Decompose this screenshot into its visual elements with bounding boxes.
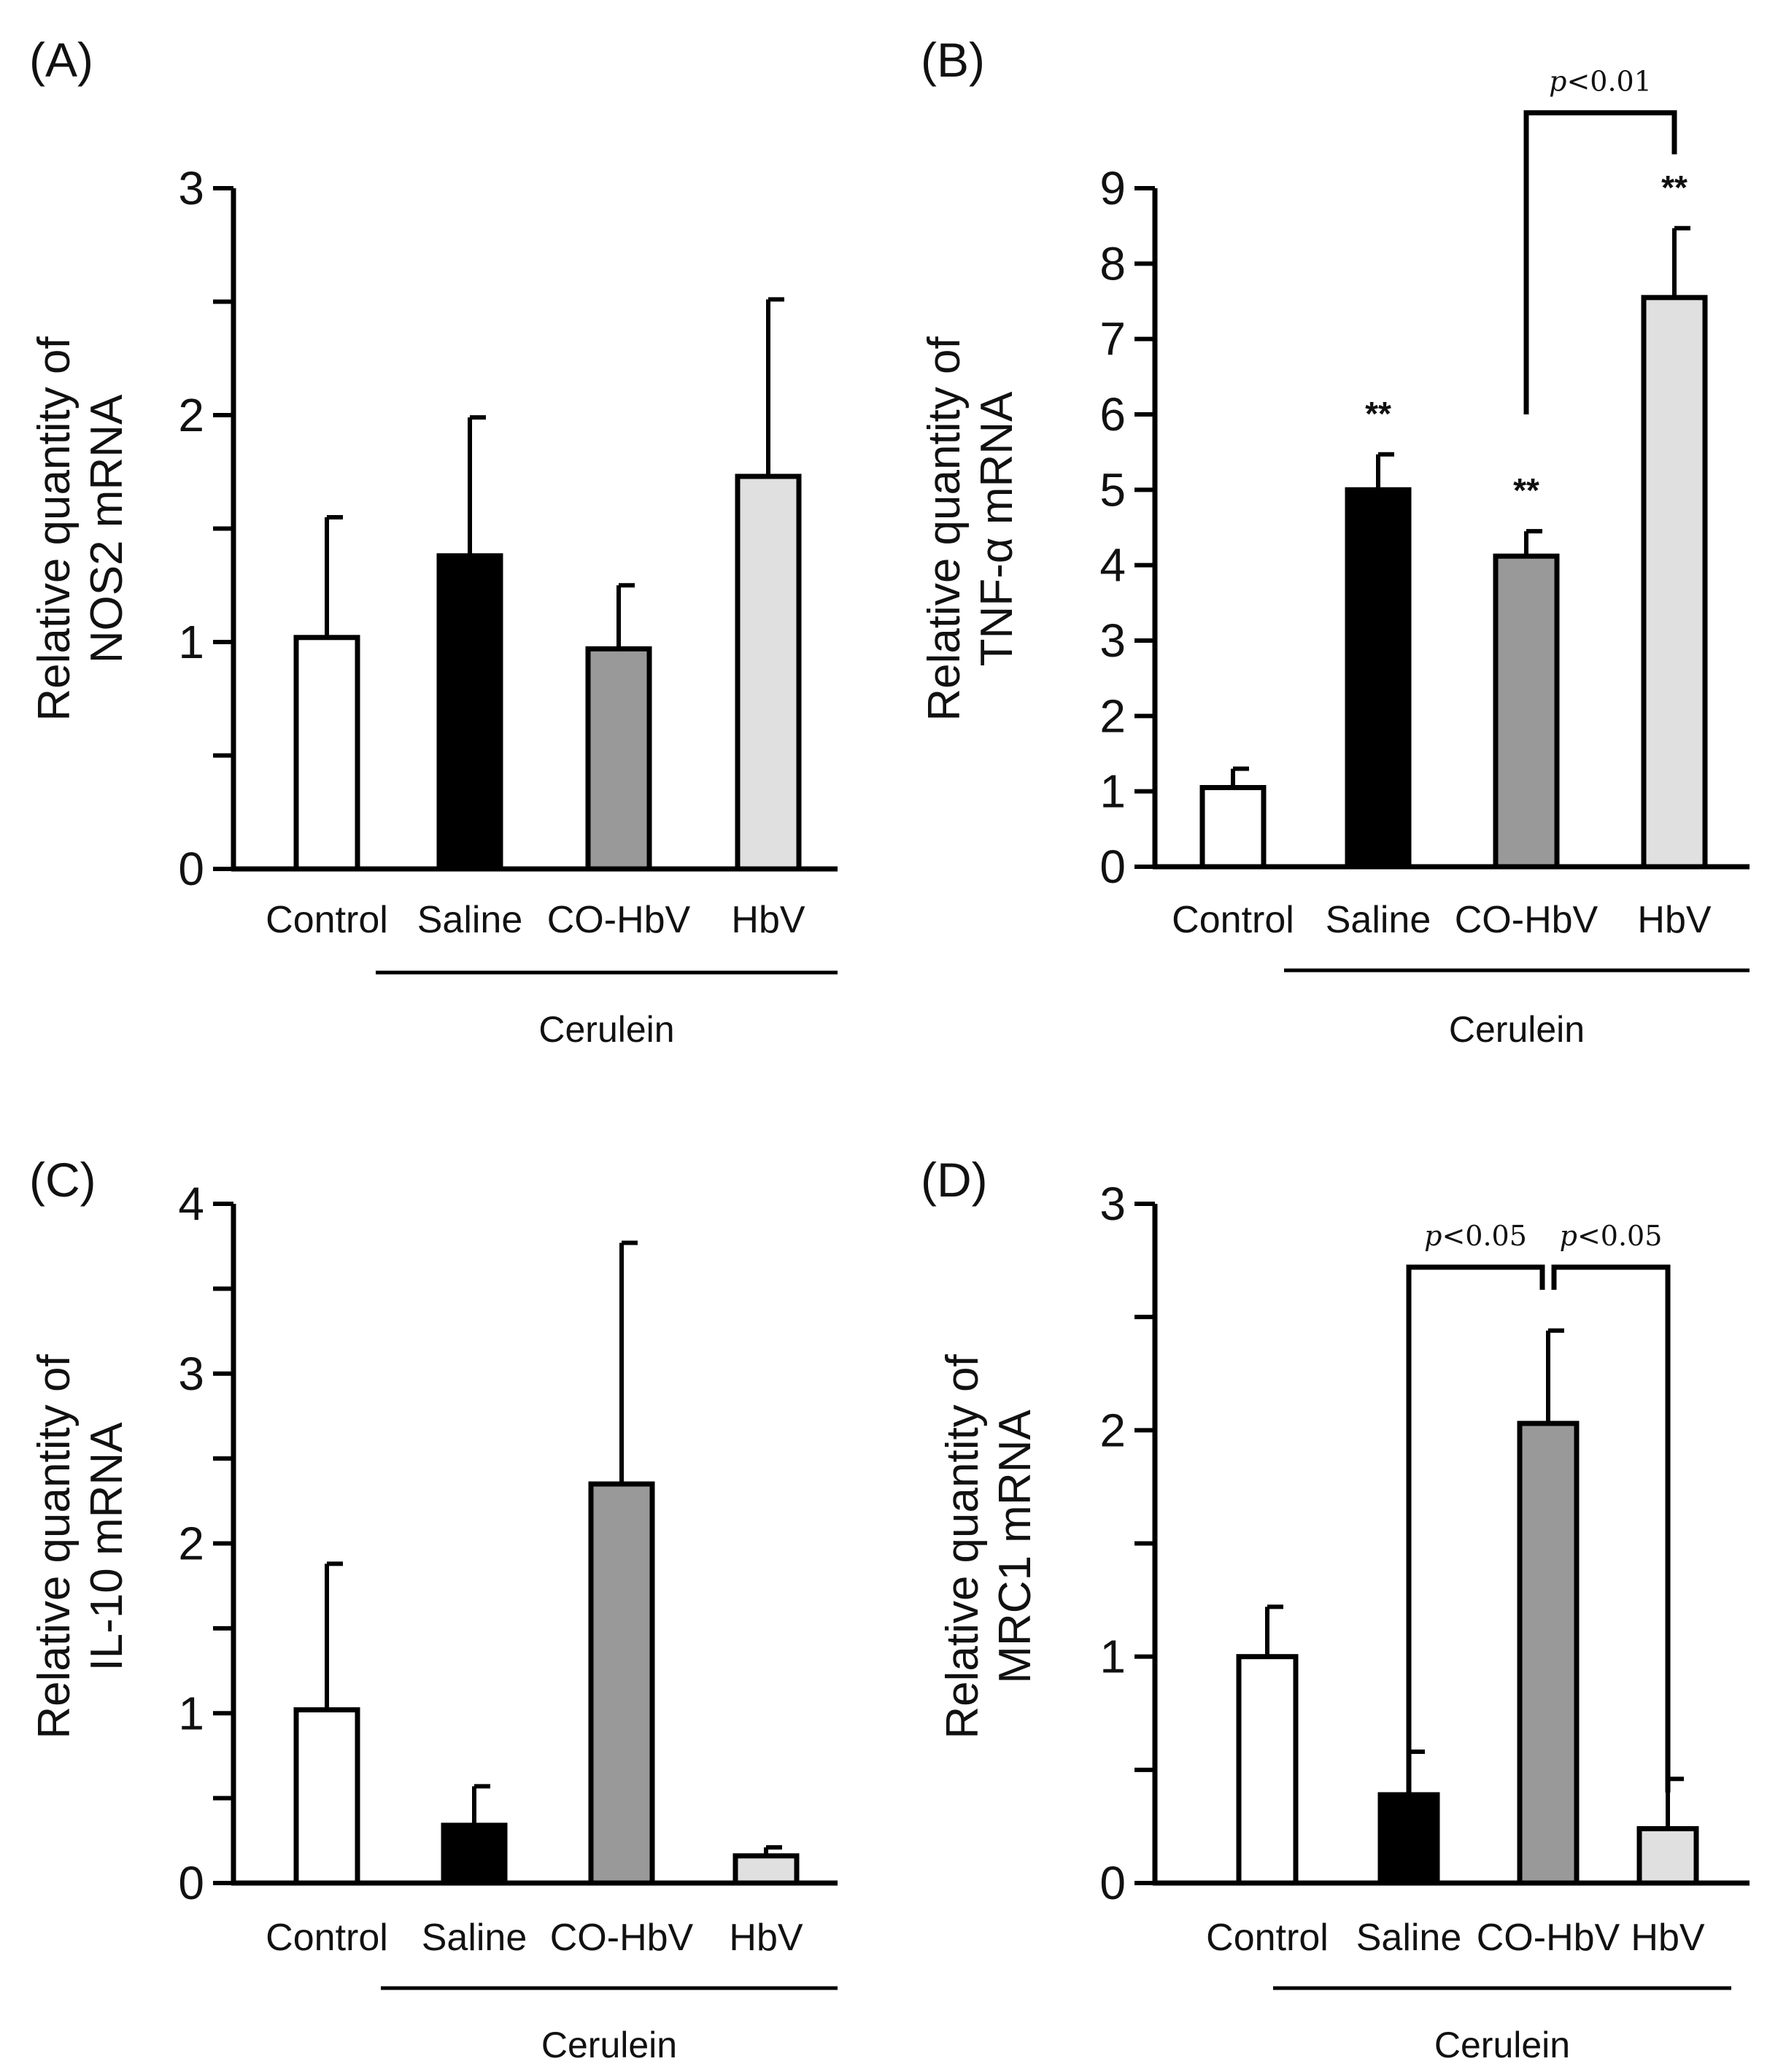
bar-hbv — [732, 1853, 800, 1886]
x-tick-label: CO-HbV — [1455, 899, 1598, 941]
p-symbol: p — [1424, 1220, 1442, 1252]
x-tick-label: Control — [266, 1917, 388, 1959]
x-tick-label: CO-HbV — [550, 1917, 694, 1959]
y-tick-label: 9 — [1099, 162, 1126, 214]
y-tick-label: 7 — [1099, 313, 1126, 366]
x-tick-label: Saline — [1356, 1917, 1462, 1959]
y-tick-label: 0 — [178, 1857, 204, 1909]
y-tick-label: 4 — [1099, 539, 1126, 592]
y-axis-label: Relative quantity ofIL-10 mRNA — [29, 1354, 132, 1739]
bar-saline — [1345, 487, 1412, 870]
bar-co-hbv — [585, 646, 652, 872]
bar-control — [293, 635, 360, 872]
chart-panel-d: (D) 0 1 2 3 Relative quantity ofMRC1 mRNA Cont… — [921, 1153, 1750, 2065]
y-axis-label: Relative quantity ofMRC1 mRNA — [938, 1354, 1040, 1739]
panel-label: (B) — [921, 33, 985, 87]
p-value-label: p<0.01 — [1549, 66, 1652, 98]
bar-control — [1199, 785, 1267, 870]
y-axis-label: Relative quantity ofTNF-α mRNA — [919, 336, 1022, 722]
y-tick-label: 3 — [1099, 1178, 1126, 1230]
p-threshold: <0.01 — [1566, 66, 1651, 98]
y-tick-label: 0 — [1099, 840, 1126, 893]
x-tick-label: HbV — [1631, 1917, 1704, 1959]
y-tick-label: 8 — [1099, 237, 1126, 290]
x-tick-label: HbV — [729, 1917, 803, 1959]
significance-bracket — [1551, 1264, 1671, 1793]
y-tick-label: 1 — [178, 616, 204, 668]
y-tick-label: 0 — [178, 843, 204, 895]
chart-panel-a: (A) 0 1 2 3 Relative quantity ofNOS2 mRNA Cont… — [29, 33, 838, 1050]
x-tick-label: Saline — [422, 1917, 527, 1959]
y-tick-label: 2 — [1099, 689, 1126, 742]
p-symbol: p — [1549, 66, 1566, 98]
bar-co-hbv — [588, 1481, 655, 1886]
y-tick-label: 1 — [1099, 1631, 1126, 1683]
group-label: Cerulein — [1434, 2025, 1570, 2065]
x-tick-label: HbV — [731, 899, 805, 941]
x-tick-label: CO-HbV — [547, 899, 691, 941]
bar-hbv — [735, 473, 802, 872]
bar-co-hbv — [1493, 553, 1560, 870]
y-axis-label-line: MRC1 mRNA — [990, 1410, 1040, 1684]
significance-bracket — [1523, 110, 1677, 414]
p-value-label: p<0.05 — [1560, 1220, 1663, 1252]
y-axis-label-line: TNF-α mRNA — [972, 391, 1022, 666]
y-tick-label: 1 — [178, 1687, 204, 1739]
x-tick-label: Control — [1172, 899, 1294, 941]
x-tick-label: HbV — [1637, 899, 1711, 941]
bar-saline — [1377, 1792, 1440, 1886]
chart-panel-c: (C) 0 1 2 3 4 Relative quantity ofIL-10 mRNA Co… — [29, 1153, 838, 2065]
x-tick-label: Saline — [417, 899, 523, 941]
y-tick-label: 1 — [1099, 765, 1126, 818]
bar-control — [293, 1707, 360, 1886]
bar-saline — [441, 1822, 508, 1886]
group-label: Cerulein — [538, 1009, 674, 1050]
y-tick-label: 5 — [1099, 463, 1126, 516]
x-tick-label: Saline — [1326, 899, 1431, 941]
panel-label: (C) — [29, 1153, 96, 1207]
y-axis-label-line: Relative quantity of — [29, 1354, 80, 1739]
y-axis-label-line: NOS2 mRNA — [82, 394, 132, 663]
x-tick-label: CO-HbV — [1477, 1917, 1620, 1959]
p-threshold: <0.05 — [1442, 1220, 1526, 1252]
y-axis-label-line: Relative quantity of — [919, 336, 970, 722]
significance-marker: ** — [1365, 395, 1391, 433]
p-symbol: p — [1560, 1220, 1577, 1252]
y-tick-label: 4 — [178, 1178, 204, 1230]
y-tick-label: 2 — [178, 1518, 204, 1570]
y-tick-label: 3 — [1099, 614, 1126, 667]
significance-marker: ** — [1513, 471, 1539, 509]
bar-hbv — [1636, 1826, 1699, 1886]
y-tick-label: 3 — [178, 1348, 204, 1400]
x-tick-label: Control — [266, 899, 388, 941]
panel-label: (D) — [921, 1153, 988, 1207]
y-axis-label-line: IL-10 mRNA — [82, 1422, 132, 1671]
bar-hbv — [1641, 295, 1708, 870]
y-axis-label: Relative quantity ofNOS2 mRNA — [29, 336, 132, 722]
panel-label: (A) — [29, 33, 93, 87]
y-tick-label: 0 — [1099, 1857, 1126, 1909]
chart-panel-b: (B) 0 1 2 3 4 5 6 7 8 9 Relative quantity ofTNF-α m… — [919, 33, 1750, 1050]
group-label: Cerulein — [541, 2025, 677, 2065]
y-tick-label: 2 — [1099, 1404, 1126, 1456]
significance-marker: ** — [1661, 169, 1688, 206]
x-tick-label: Control — [1206, 1917, 1329, 1959]
y-tick-label: 3 — [178, 162, 204, 214]
y-axis-label-line: Relative quantity of — [29, 336, 80, 722]
p-threshold: <0.05 — [1577, 1220, 1662, 1252]
significance-bracket — [1406, 1264, 1545, 1798]
group-label: Cerulein — [1449, 1009, 1585, 1050]
bar-saline — [436, 553, 503, 872]
p-value-label: p<0.05 — [1424, 1220, 1527, 1252]
bar-co-hbv — [1517, 1420, 1580, 1886]
y-tick-label: 6 — [1099, 388, 1126, 441]
bar-control — [1236, 1654, 1299, 1886]
y-axis-label-line: Relative quantity of — [938, 1354, 988, 1739]
y-tick-label: 2 — [178, 389, 204, 441]
